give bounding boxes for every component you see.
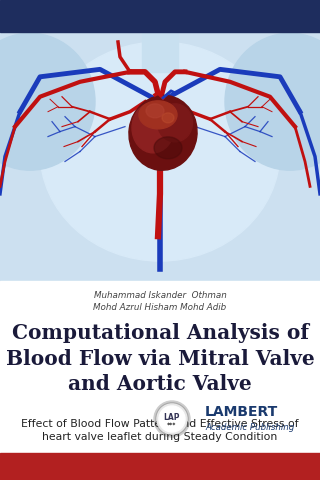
- Text: Mohd Azrul Hisham Mohd Adib: Mohd Azrul Hisham Mohd Adib: [93, 303, 227, 312]
- Ellipse shape: [0, 33, 95, 170]
- Text: ◆◆◆: ◆◆◆: [167, 422, 177, 426]
- Bar: [142, 32, 178, 72]
- Circle shape: [154, 401, 190, 437]
- Ellipse shape: [129, 96, 197, 170]
- Ellipse shape: [40, 42, 280, 261]
- Ellipse shape: [157, 104, 193, 142]
- Bar: [0, 32, 320, 281]
- Ellipse shape: [154, 137, 182, 159]
- Bar: [0, 0, 320, 32]
- Bar: [0, 453, 320, 480]
- Ellipse shape: [146, 104, 164, 118]
- Circle shape: [159, 406, 185, 432]
- Text: Computational Analysis of
Blood Flow via Mitral Valve
and Aortic Valve: Computational Analysis of Blood Flow via…: [6, 323, 314, 394]
- Ellipse shape: [132, 103, 174, 153]
- Text: Academic Publishing: Academic Publishing: [205, 422, 294, 432]
- Text: Effect of Blood Flow Pattern and Effective Stress of
heart valve leaflet during : Effect of Blood Flow Pattern and Effecti…: [21, 419, 299, 442]
- Ellipse shape: [139, 101, 177, 129]
- Text: LAP: LAP: [164, 412, 180, 421]
- Circle shape: [157, 404, 187, 434]
- Bar: [0, 281, 320, 453]
- Ellipse shape: [225, 33, 320, 170]
- Text: Muhammad Iskander  Othman: Muhammad Iskander Othman: [94, 291, 226, 300]
- Ellipse shape: [162, 113, 174, 123]
- Text: LAMBERT: LAMBERT: [205, 405, 278, 419]
